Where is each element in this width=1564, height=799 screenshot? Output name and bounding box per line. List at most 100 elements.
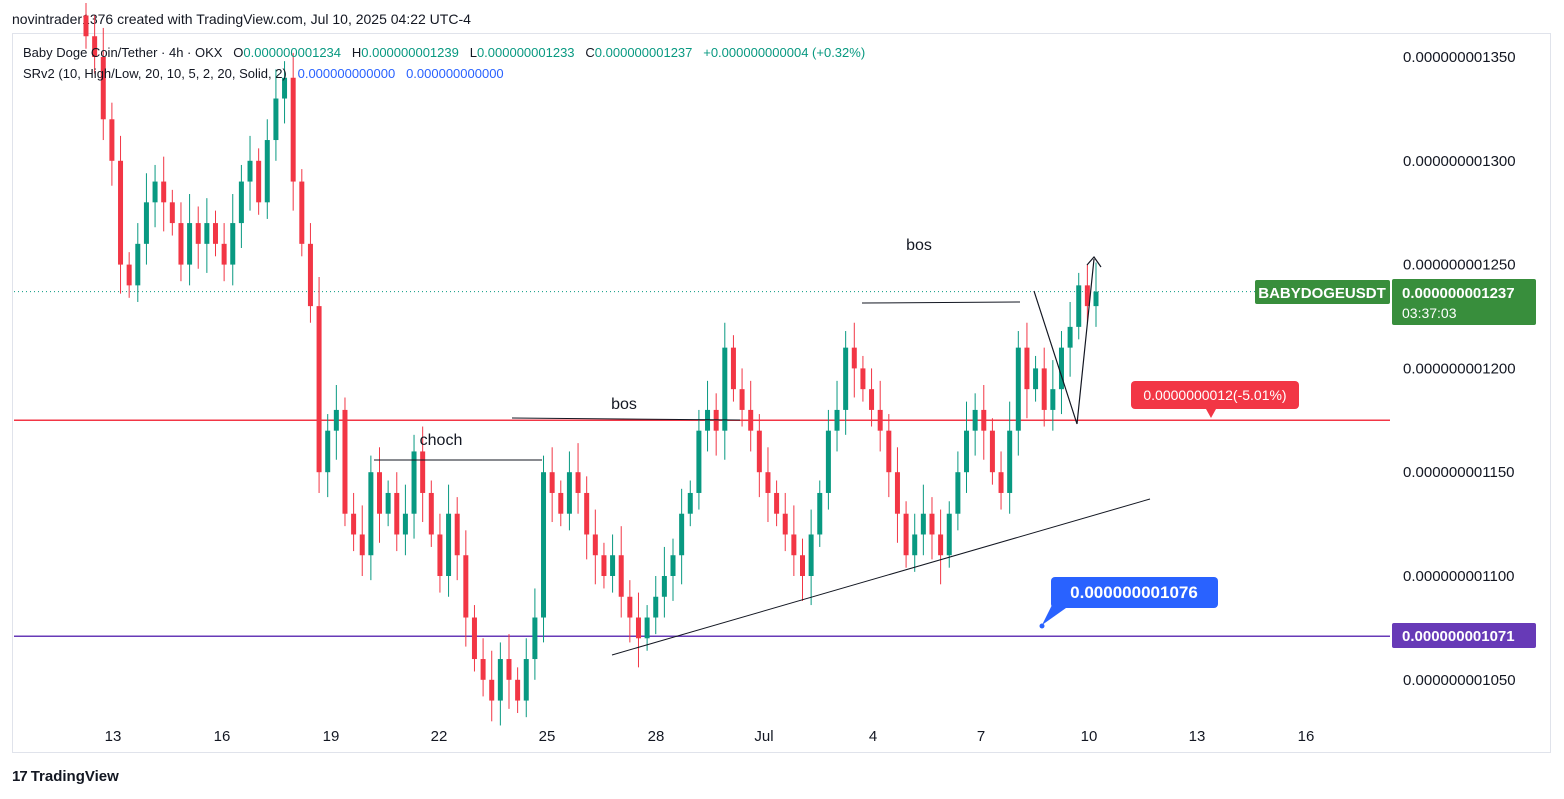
- candle-body: [799, 555, 805, 576]
- candle-body: [938, 534, 944, 556]
- candle-body: [351, 513, 357, 535]
- projection-path: [1033, 258, 1095, 425]
- candle: [644, 605, 650, 651]
- candle-body: [506, 659, 512, 680]
- candle-body: [894, 472, 900, 514]
- candle-body: [1024, 347, 1030, 390]
- candle-body: [964, 430, 970, 473]
- indicator-value-2: 0.000000000000: [406, 66, 504, 81]
- candle: [825, 409, 831, 510]
- candle: [351, 492, 357, 552]
- candle: [532, 588, 538, 680]
- candle-body: [912, 534, 918, 556]
- candle-body: [635, 617, 641, 639]
- candle: [782, 492, 788, 552]
- candle: [437, 513, 443, 593]
- candle: [230, 194, 236, 286]
- candle-body: [282, 77, 288, 99]
- x-tick-label: 7: [977, 728, 985, 745]
- candle-body: [368, 472, 374, 556]
- candle-body: [454, 513, 460, 556]
- callout-point: [1039, 623, 1045, 629]
- candle: [679, 488, 685, 585]
- candle-body: [385, 492, 391, 514]
- candle-body: [929, 513, 935, 535]
- candle: [264, 119, 270, 219]
- resistance-tag-bg: [1131, 381, 1299, 409]
- candle-body: [765, 472, 771, 493]
- candle-body: [722, 347, 728, 431]
- candle: [869, 368, 875, 427]
- candle: [955, 451, 961, 531]
- bos-line-2: [861, 301, 1021, 304]
- candle-body: [782, 513, 788, 535]
- tradingview-logo[interactable]: 17 TradingView: [12, 768, 119, 785]
- candle-body: [437, 534, 443, 576]
- candle-body: [549, 472, 555, 493]
- symbol-label[interactable]: Baby Doge Coin/Tether · 4h · OKX: [23, 45, 223, 60]
- candle: [610, 534, 616, 593]
- candle: [912, 513, 918, 572]
- candle: [989, 418, 995, 485]
- candle: [705, 380, 711, 452]
- candle: [1084, 264, 1090, 323]
- x-tick-label: 13: [105, 728, 122, 745]
- candle-body: [497, 659, 503, 701]
- candle: [860, 355, 866, 402]
- indicator-legend: SRv2 (10, High/Low, 20, 10, 5, 2, 20, So…: [23, 66, 504, 81]
- last-price-label: 0.000000001237: [1402, 285, 1515, 302]
- candle: [627, 580, 633, 643]
- x-axis: 13 16 19 22 25 28 Jul 4 7 10 13 16: [105, 728, 1315, 745]
- callout-tag-pointer: [1042, 605, 1066, 625]
- bos-line-1: [511, 417, 741, 421]
- candle-body: [1076, 285, 1082, 327]
- candle: [204, 198, 210, 273]
- candle-body: [748, 409, 754, 431]
- candle: [653, 576, 659, 635]
- candle-body: [981, 409, 987, 431]
- candle-body: [584, 492, 590, 535]
- candle: [894, 447, 900, 543]
- candle: [221, 223, 227, 282]
- candle-body: [109, 119, 115, 161]
- candle: [618, 526, 624, 618]
- candle: [497, 642, 503, 726]
- candle-body: [575, 472, 581, 493]
- candle: [368, 455, 374, 581]
- candle-body: [886, 430, 892, 473]
- annotation-label: choch: [420, 432, 463, 449]
- candle: [791, 505, 797, 576]
- candle: [411, 434, 417, 539]
- candle-body: [972, 409, 978, 431]
- y-tick-label: 0.000000001250: [1403, 257, 1516, 274]
- candle: [377, 447, 383, 543]
- candle: [566, 451, 572, 531]
- candle-body: [273, 98, 279, 141]
- candle-body: [264, 140, 270, 203]
- candle: [247, 135, 253, 211]
- candle-body: [489, 679, 495, 701]
- chart-credit: novintrader1376 created with TradingView…: [12, 11, 471, 27]
- candles: [83, 3, 1099, 726]
- candle-body: [1015, 347, 1021, 431]
- candle: [195, 206, 201, 269]
- candle: [1067, 301, 1073, 377]
- y-tick-label: 0.000000001100: [1403, 568, 1515, 585]
- candle-body: [238, 181, 244, 224]
- indicator-label[interactable]: SRv2 (10, High/Low, 20, 10, 5, 2, 20, So…: [23, 66, 287, 81]
- chart-frame[interactable]: [12, 33, 1551, 753]
- candle: [661, 546, 667, 618]
- candle-body: [143, 202, 149, 244]
- candle-body: [998, 472, 1004, 493]
- open-label: O: [233, 45, 244, 60]
- candle: [454, 497, 460, 581]
- candle: [523, 638, 529, 718]
- projection-arrowhead: [1086, 256, 1102, 268]
- candle-body: [118, 160, 124, 265]
- candle-body: [169, 202, 175, 224]
- candle: [722, 322, 728, 460]
- trend-drawings: [374, 256, 1151, 656]
- candle-body: [834, 409, 840, 431]
- candle: [601, 542, 607, 589]
